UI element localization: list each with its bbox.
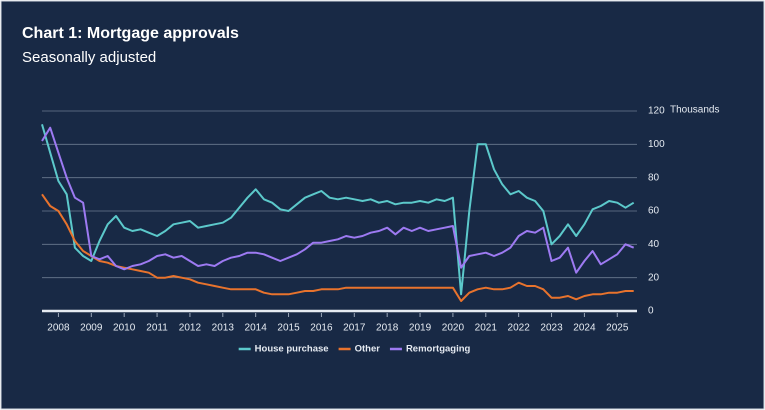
x-tick-label: 2009 [80,323,103,334]
x-tick-label: 2013 [212,323,235,334]
x-tick-label: 2017 [343,323,366,334]
x-tick-label: 2015 [277,323,300,334]
x-tick-label: 2024 [573,323,596,334]
series-line [41,193,634,302]
legend-label: House purchase [255,344,329,355]
x-tick-label: 2014 [245,323,268,334]
legend-item: House purchase [238,344,329,355]
y-axis-label: Thousands [670,105,719,116]
y-tick-label: 100 [648,139,665,150]
y-tick-label: 120 [648,106,665,117]
x-tick-label: 2019 [409,323,432,334]
chart-subtitle: Seasonally adjusted [22,49,156,66]
x-tick-label: 2010 [113,323,136,334]
series-line [41,124,635,296]
x-tick-label: 2012 [179,323,202,334]
y-tick-label: 0 [648,306,654,317]
x-tick-label: 2016 [310,323,333,334]
x-tick-label: 2018 [376,323,399,334]
y-tick-label: 60 [648,206,660,217]
y-tick-label: 80 [648,172,660,183]
x-tick-label: 2022 [508,323,531,334]
chart-title: Chart 1: Mortgage approvals [22,25,239,42]
legend-item: Remortgaging [389,344,471,355]
legend-label: Other [355,344,381,355]
legend-label: Remortgaging [406,344,471,355]
y-tick-label: 20 [648,272,660,283]
series-line [41,126,635,274]
x-tick-label: 2008 [47,323,70,334]
y-tick-label: 40 [648,239,660,250]
x-tick-label: 2023 [540,323,563,334]
x-tick-label: 2011 [146,323,168,334]
x-tick-label: 2021 [475,323,498,334]
legend-item: Other [338,344,381,355]
x-tick-label: 2025 [606,323,629,334]
x-tick-label: 2020 [442,323,465,334]
